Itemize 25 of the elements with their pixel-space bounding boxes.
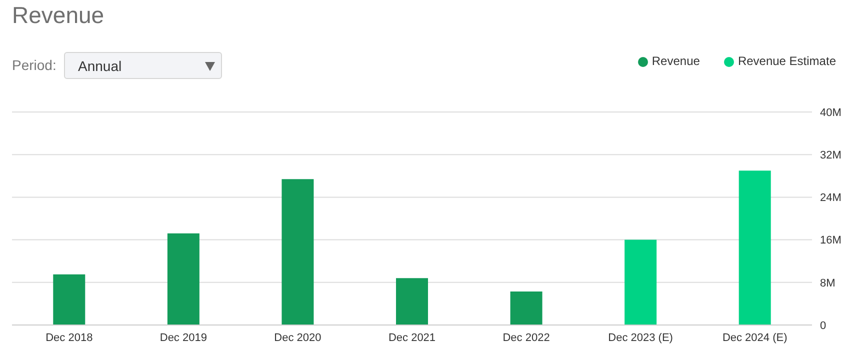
- bar: [167, 233, 200, 325]
- y-tick-label: 16M: [820, 234, 842, 247]
- bar: [510, 291, 542, 325]
- y-tick-label: 8M: [820, 277, 836, 290]
- chart-title: Revenue: [12, 2, 104, 29]
- x-tick-label: Dec 2018: [46, 332, 93, 344]
- x-tick-label: Dec 2023 (E): [608, 332, 673, 344]
- bar: [396, 278, 428, 325]
- y-tick-label: 24M: [820, 192, 842, 204]
- x-tick-label: Dec 2019: [160, 332, 207, 344]
- x-tick-label: Dec 2020: [274, 332, 322, 344]
- x-tick-label: Dec 2021: [388, 332, 436, 344]
- y-tick-label: 40M: [820, 106, 842, 119]
- x-tick-label: Dec 2022: [502, 332, 550, 344]
- legend-label: Revenue: [652, 54, 700, 68]
- bar: [53, 274, 86, 325]
- text: Period:: [12, 57, 56, 73]
- text: Annual: [78, 58, 122, 74]
- x-tick-label: Dec 2024 (E): [722, 332, 788, 344]
- legend-label: Revenue Estimate: [738, 54, 836, 68]
- bar: [624, 240, 657, 325]
- bar: [282, 179, 314, 325]
- y-tick-label: 0: [820, 320, 826, 332]
- bar: [738, 170, 771, 325]
- y-tick-label: 32M: [820, 150, 842, 162]
